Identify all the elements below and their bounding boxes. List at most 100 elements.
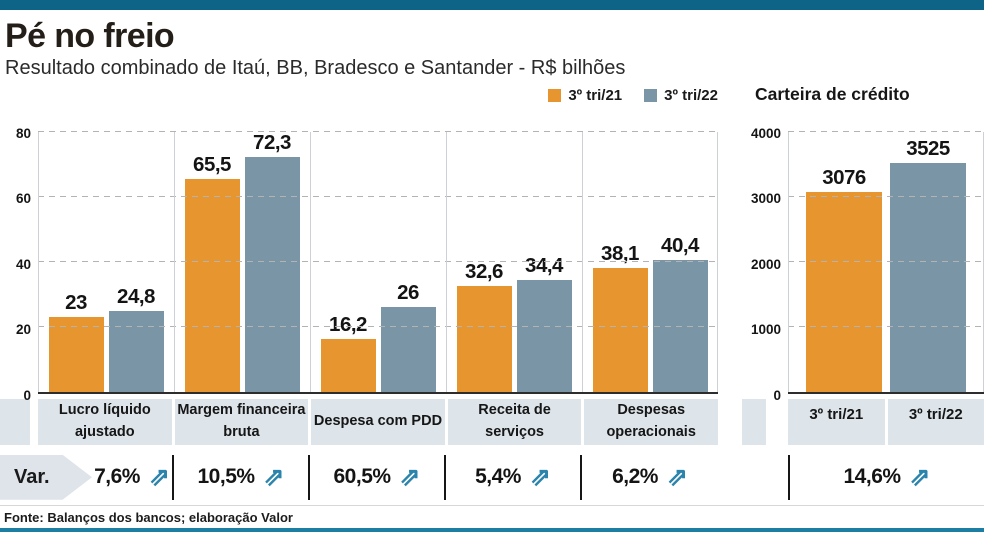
- left-category-band: Lucro líquido ajustado Margem financeira …: [0, 398, 730, 445]
- right-category-band: 3º tri/21 3º tri/22: [742, 398, 984, 445]
- bar-group: 23 24,8: [38, 132, 174, 392]
- plot-separator-line: [446, 131, 447, 392]
- var-cell: 5,4% ⇗: [446, 454, 582, 500]
- bar-value-label: 3525: [906, 136, 950, 160]
- var-cell: 10,5% ⇗: [174, 454, 310, 500]
- category-label: 3º tri/22: [887, 398, 984, 445]
- y-tick-label: 0: [773, 387, 781, 403]
- var-label: Var.: [14, 465, 50, 488]
- y-tick-label: 80: [15, 125, 31, 141]
- page-subtitle: Resultado combinado de Itaú, BB, Bradesc…: [5, 56, 626, 79]
- gridline: [38, 130, 718, 132]
- legend-item-2022: 3º tri/22: [644, 87, 718, 104]
- bar-value-label: 38,1: [601, 241, 639, 265]
- plot-separator-line: [717, 131, 718, 392]
- bar-value-label: 23: [65, 290, 87, 314]
- legend-label-2022: 3º tri/22: [664, 86, 718, 104]
- gridline: [38, 325, 718, 327]
- var-value: 5,4%: [475, 465, 521, 489]
- bar-group: 3076 3525: [788, 132, 984, 392]
- bar-value-label: 3076: [822, 165, 866, 189]
- var-value: 10,5%: [197, 465, 256, 489]
- right-category-cells: 3º tri/21 3º tri/22: [788, 398, 984, 445]
- y-tick-label: 4000: [750, 125, 781, 141]
- category-label: Margem financeira bruta: [174, 398, 309, 445]
- legend-item-2021: 3º tri/21: [548, 87, 622, 104]
- var-right-cell: 14,6% ⇗: [788, 454, 984, 500]
- var-spacer: [718, 455, 788, 500]
- gridline: [788, 325, 984, 327]
- bar-group: 32,6 34,4: [446, 132, 582, 392]
- bar-3º tri/22: 34,4: [516, 254, 572, 392]
- right-bar-groups: 3076 3525: [788, 132, 984, 392]
- bar-3º tri/21: 3076: [806, 166, 882, 392]
- var-left-cells: 7,6% ⇗ 10,5% ⇗ 60,5% ⇗ 5,4% ⇗ 6,2% ⇗: [92, 454, 718, 500]
- var-cell: 60,5% ⇗: [310, 454, 446, 500]
- y-tick-label: 3000: [750, 191, 781, 207]
- bar-value-label: 16,2: [329, 313, 367, 337]
- left-plot: 23 24,8 65,5 72,3 16,2 26 32,6 34,4 38,1 40,4: [38, 130, 718, 394]
- y-tick-label: 20: [15, 322, 31, 338]
- var-value: 7,6%: [94, 465, 140, 489]
- bar-value-label: 34,4: [525, 253, 563, 277]
- legend-swatch-2022-icon: [644, 88, 658, 102]
- right-plot: 3076 3525: [788, 130, 984, 394]
- legend: 3º tri/21 3º tri/22: [548, 87, 718, 104]
- left-band-stub: [0, 398, 30, 445]
- up-right-arrow-icon: ⇗: [399, 462, 421, 491]
- bar-3º tri/22: 26: [380, 281, 436, 392]
- left-bar-groups: 23 24,8 65,5 72,3 16,2 26 32,6 34,4 38,1 40,4: [38, 131, 718, 392]
- y-tick-label: 2000: [750, 256, 781, 272]
- var-value: 6,2%: [612, 465, 658, 489]
- plot-separator-line: [582, 131, 583, 392]
- bar-value-label: 40,4: [661, 234, 699, 258]
- y-tick-label: 40: [15, 256, 31, 272]
- up-right-arrow-icon: ⇗: [148, 462, 170, 491]
- left-category-cells: Lucro líquido ajustado Margem financeira …: [38, 398, 718, 445]
- bottom-accent-bar: [0, 527, 984, 532]
- bar-group: 38,1 40,4: [582, 132, 718, 392]
- bar-group: 16,2 26: [310, 132, 446, 392]
- gridline: [38, 260, 718, 262]
- legend-row: 3º tri/21 3º tri/22 Carteira de crédito: [0, 84, 984, 110]
- bar-3º tri/21: 16,2: [320, 313, 376, 392]
- y-tick-label: 60: [15, 191, 31, 207]
- right-chart: 0 1000 2000 3000 4000 3076 3525: [742, 126, 984, 403]
- bar-3º tri/21: 65,5: [184, 153, 240, 392]
- right-chart-title: Carteira de crédito: [755, 83, 910, 104]
- left-y-axis: 0 20 40 60 80: [0, 126, 38, 403]
- charts-row: 0 20 40 60 80 23 24,8 65,5 72,3 16,2 26 32,6 34,4 38…: [0, 126, 984, 403]
- bar-value-label: 26: [397, 281, 419, 305]
- category-label: Lucro líquido ajustado: [38, 398, 172, 445]
- y-tick-label: 0: [23, 387, 31, 403]
- source-note: Fonte: Balanços dos bancos; elaboração V…: [0, 504, 984, 525]
- bar-3º tri/21: 38,1: [592, 242, 648, 392]
- gridline: [788, 130, 984, 132]
- category-label: Despesas operacionais: [584, 398, 718, 445]
- variation-row: Var. 7,6% ⇗ 10,5% ⇗ 60,5% ⇗ 5,4% ⇗ 6,2% ⇗ 14,6% ⇗: [0, 454, 984, 500]
- y-tick-label: 1000: [750, 322, 781, 338]
- gridline: [788, 260, 984, 262]
- plot-separator-line: [38, 131, 39, 392]
- bar-group: 65,5 72,3: [174, 131, 310, 392]
- plot-separator-line: [310, 131, 311, 392]
- var-cell: 7,6% ⇗: [92, 454, 174, 500]
- gridline: [788, 195, 984, 197]
- legend-label-2021: 3º tri/21: [568, 86, 623, 104]
- plot-separator-line: [788, 131, 789, 392]
- var-chevron: Var.: [0, 454, 92, 500]
- gridline: [38, 195, 718, 197]
- category-label: Receita de serviços: [447, 398, 582, 445]
- left-chart: 0 20 40 60 80 23 24,8 65,5 72,3 16,2 26 32,6 34,4 38…: [0, 126, 730, 403]
- var-cell: 6,2% ⇗: [582, 455, 718, 500]
- bar-3º tri/22: 72,3: [244, 131, 300, 392]
- bar-value-label: 65,5: [193, 152, 231, 176]
- top-accent-bar: [0, 0, 984, 10]
- bar-3º tri/22: 24,8: [108, 285, 164, 392]
- bar-3º tri/22: 3525: [890, 137, 966, 392]
- category-band-row: Lucro líquido ajustado Margem financeira …: [0, 398, 984, 445]
- category-label: 3º tri/21: [788, 398, 885, 445]
- var-value: 60,5%: [333, 465, 392, 489]
- up-right-arrow-icon: ⇗: [263, 462, 285, 491]
- header: Pé no freio Resultado combinado de Itaú,…: [0, 10, 984, 80]
